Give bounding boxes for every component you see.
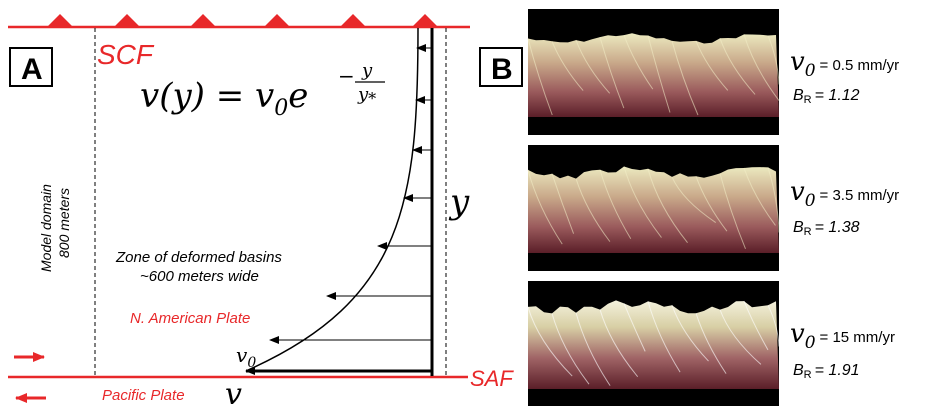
terrain-ridge (527, 38, 553, 116)
terrain-ridge (671, 176, 717, 223)
velocity-profile-curve (247, 27, 419, 371)
terrain-ridge (743, 34, 780, 101)
panel-a-label-box (9, 47, 53, 87)
zone-label-line2: ~600 meters wide (140, 268, 259, 285)
terrain-ridge (719, 309, 762, 365)
terrain-ridge (671, 40, 699, 116)
terrain-ridge (767, 35, 780, 85)
terrain-ridge (743, 167, 776, 226)
terrain-ridge (743, 300, 769, 351)
terrain-ridge (647, 35, 671, 113)
terrain-ridge (647, 301, 681, 373)
scf-label: SCF (97, 39, 155, 70)
terrain-ridge (527, 169, 563, 245)
terrain-ridge (695, 40, 729, 91)
terrain-ridge (551, 313, 590, 385)
terrain-ridge (599, 169, 632, 240)
landscape-image-1 (527, 9, 780, 135)
svg-text:v(y) = v0e: v(y) = v0e (140, 76, 308, 121)
image-3-velocity-label: v0 = 15 mm/yr (790, 319, 895, 353)
landscape-image-2 (527, 145, 780, 271)
image-1-velocity-label: v0 = 0.5 mm/yr (790, 47, 899, 81)
velocity-arrows (269, 44, 432, 344)
terrain-ridge (695, 176, 728, 232)
image-1-br-label: BR = 1.12 (793, 87, 860, 106)
panel-a: A SCF v(y) = v0e − y y* Model domain 800… (8, 14, 514, 406)
terrain-ridge (551, 41, 584, 91)
terrain-ridge (767, 305, 780, 347)
svg-text:y: y (361, 60, 373, 81)
image-2-velocity-label: v0 = 3.5 mm/yr (790, 177, 899, 211)
panel-b-label: B (491, 53, 513, 86)
landscape-image-3 (527, 281, 780, 406)
image-2-br-label: BR = 1.38 (793, 219, 860, 238)
terrain-ridge (575, 39, 611, 94)
na-plate-label: N. American Plate (130, 310, 250, 327)
zone-label-line1: Zone of deformed basins (115, 249, 282, 266)
velocity-equation: v(y) = v0e − y y* (140, 60, 385, 121)
terrain-ridge (647, 168, 688, 244)
model-domain-label: Model domain 800 meters (38, 180, 72, 272)
terrain-ridge (695, 313, 727, 374)
y-axis-label: y (448, 182, 470, 222)
scf-thrust-teeth (48, 14, 437, 26)
terrain-ridge (527, 306, 573, 377)
v-axis-label: v (225, 377, 242, 406)
terrain-ridge (671, 304, 709, 362)
v0-label: v0 (236, 343, 256, 371)
panel-b-label-box (479, 47, 523, 87)
panel-a-label: A (21, 53, 43, 86)
svg-text:−: − (338, 64, 355, 88)
svg-text:y*: y* (357, 84, 376, 108)
terrain-ridge (599, 36, 625, 109)
pacific-plate-label: Pacific Plate (102, 387, 185, 404)
terrain-ridge (623, 34, 654, 90)
terrain-ridge (719, 173, 746, 250)
terrain-ridge (599, 309, 639, 378)
terrain-ridge (575, 178, 611, 242)
terrain-ridge (575, 312, 611, 386)
panel-b: B v0 = 0.5 mm/yr BR = 1.12 v0 = 3.5 mm/ (479, 9, 899, 406)
terrain-ridge (719, 38, 756, 95)
image-3-br-label: BR = 1.91 (793, 362, 860, 381)
terrain-ridge (551, 173, 575, 234)
saf-label: SAF (470, 366, 514, 391)
terrain-ridge (767, 167, 780, 233)
terrain-ridge (623, 166, 662, 238)
terrain-ridge (623, 303, 646, 352)
